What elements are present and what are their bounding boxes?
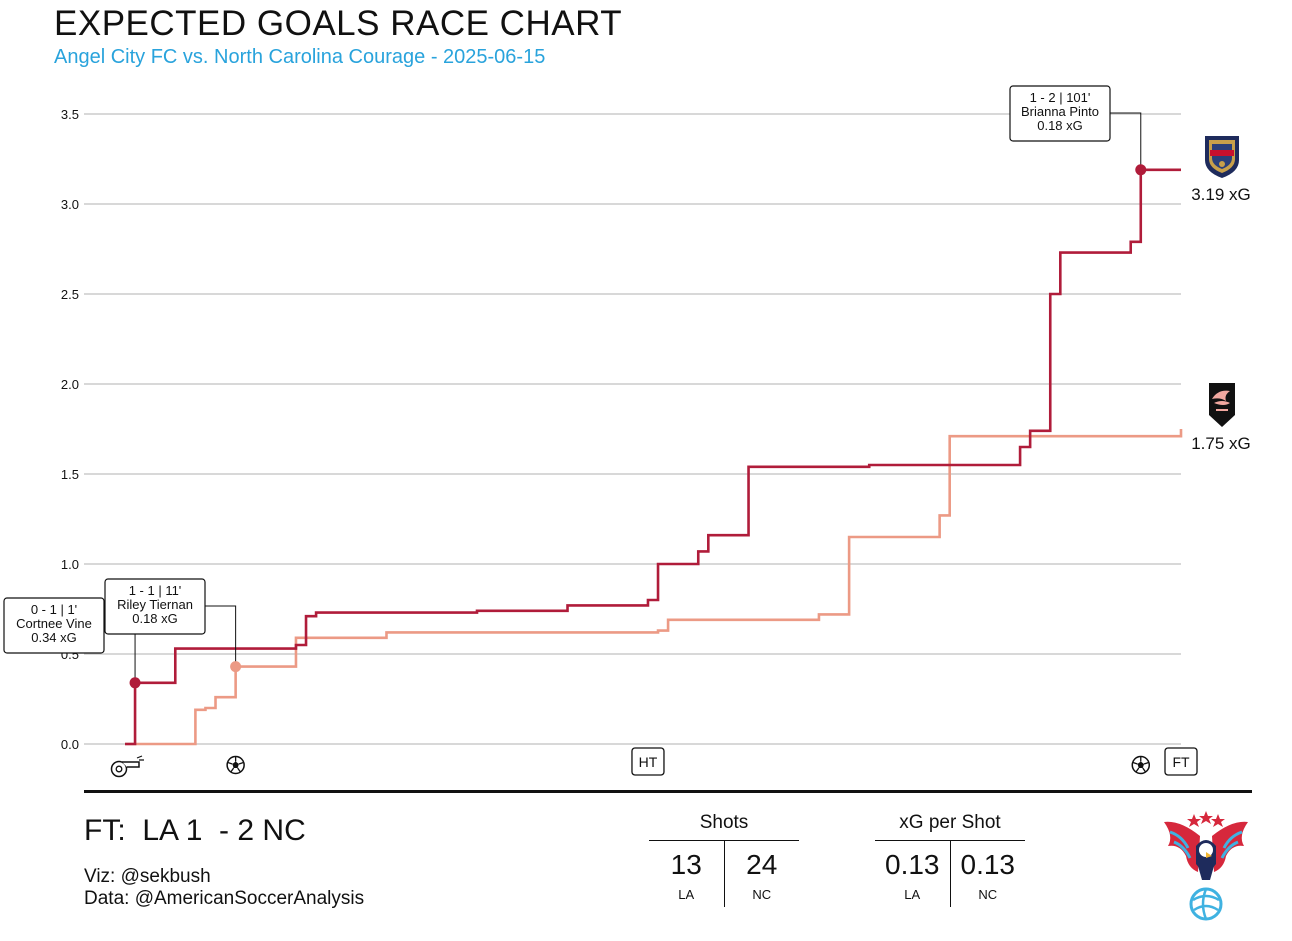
xg-per-shot-nc-label: NC [978, 887, 998, 902]
marker-box [631, 747, 665, 776]
ball-pentagon [1137, 761, 1145, 768]
footer-divider [84, 790, 1252, 793]
goal-point [129, 677, 141, 689]
annotation-text: Riley Tiernan [117, 597, 193, 612]
marker-label: FT [1172, 754, 1190, 770]
whistle-body [110, 760, 128, 778]
soccer-ball-icon [226, 755, 245, 775]
shots-nc-value: 24 [746, 849, 778, 880]
shots-nc: 24 NC [723, 841, 800, 907]
time-marker-layer: HT FT [110, 747, 1198, 778]
whistle-sound [136, 755, 144, 761]
xg-per-shot-title-rule [875, 840, 1025, 841]
series-layer [125, 168, 1183, 746]
y-tick-label: 0.0 [61, 737, 79, 752]
marker-label: HT [639, 754, 658, 770]
y-tick-label: 3.5 [61, 107, 79, 122]
xg-per-shot-la-label: LA [904, 887, 921, 902]
marker-box [1164, 747, 1198, 776]
chart-subtitle: Angel City FC vs. North Carolina Courage… [54, 46, 546, 68]
annotation-box [104, 578, 206, 635]
xg-per-shot-la: 0.13 LA [875, 841, 950, 907]
soccer-ball-icon [1131, 755, 1151, 775]
ball-pentagon [232, 761, 239, 768]
annotation-text: 1 - 2 | 101' [1030, 90, 1091, 105]
la-crest-icon [1209, 383, 1235, 427]
shots-la: 13 LA [649, 841, 724, 907]
final-score: FT: LA 1 - 2 NC [84, 814, 306, 847]
nc-crest-icon [1205, 136, 1239, 178]
y-tick-label: 1.0 [61, 557, 79, 572]
annotation-text: Cortnee Vine [16, 616, 92, 631]
shots-nc-label: NC [752, 887, 772, 902]
shots-title: Shots [699, 812, 749, 833]
shots-stat: Shots 13 LA 24 NC [649, 812, 799, 907]
whistle-hole [115, 765, 123, 773]
annotation-text: 0 - 1 | 1' [31, 602, 77, 617]
xg-per-shot-nc: 0.13 NC [949, 841, 1026, 907]
y-tick-label: 2.5 [61, 287, 79, 302]
xg-per-shot-la-value: 0.13 [885, 849, 940, 880]
goal-point [1135, 164, 1147, 176]
y-tick-label: 3.0 [61, 197, 79, 212]
data-credit: Data: @AmericanSoccerAnalysis [84, 888, 365, 909]
shots-title-rule [649, 840, 799, 841]
grid-layer: 0.00.51.01.52.02.53.03.5 [61, 107, 1181, 752]
annotation-text: 0.18 xG [1037, 118, 1083, 133]
shots-la-label: LA [678, 887, 695, 902]
annotation-text: 0.18 xG [132, 611, 178, 626]
ht-marker: HT [631, 747, 665, 776]
annotation-box [1009, 85, 1111, 142]
annotation-text: Brianna Pinto [1021, 104, 1099, 119]
ft-marker: FT [1164, 747, 1198, 776]
nc-series-line [125, 168, 1181, 746]
goal-point [230, 661, 242, 673]
ball-seams [1132, 757, 1149, 773]
y-tick-label: 2.0 [61, 377, 79, 392]
chart-title: EXPECTED GOALS RACE CHART [54, 4, 623, 43]
eagle-soccer-ball-icon [1164, 811, 1248, 921]
xg-race-chart: 0.00.51.01.52.02.53.03.5 0 - 1 | 1'Cortn… [3, 85, 1251, 778]
xg-per-shot-stat: xG per Shot 0.13 LA 0.13 NC [875, 812, 1025, 907]
annotation-box [3, 597, 105, 654]
shots-la-value: 13 [670, 849, 702, 880]
whistle-mouth [122, 761, 140, 768]
whistle-icon [110, 755, 144, 778]
xg-per-shot-nc-value: 0.13 [960, 849, 1016, 880]
annotation-text: 1 - 1 | 11' [129, 583, 182, 598]
nc-end-label: 3.19 xG [1191, 185, 1251, 204]
la-end-label: 1.75 xG [1191, 434, 1251, 453]
la-series-line [125, 429, 1183, 746]
annotation-text: 0.34 xG [31, 630, 77, 645]
ball-seams [227, 757, 244, 773]
y-tick-label: 1.5 [61, 467, 79, 482]
viz-credit: Viz: @sekbush [84, 866, 211, 887]
xg-per-shot-title: xG per Shot [899, 812, 1001, 833]
